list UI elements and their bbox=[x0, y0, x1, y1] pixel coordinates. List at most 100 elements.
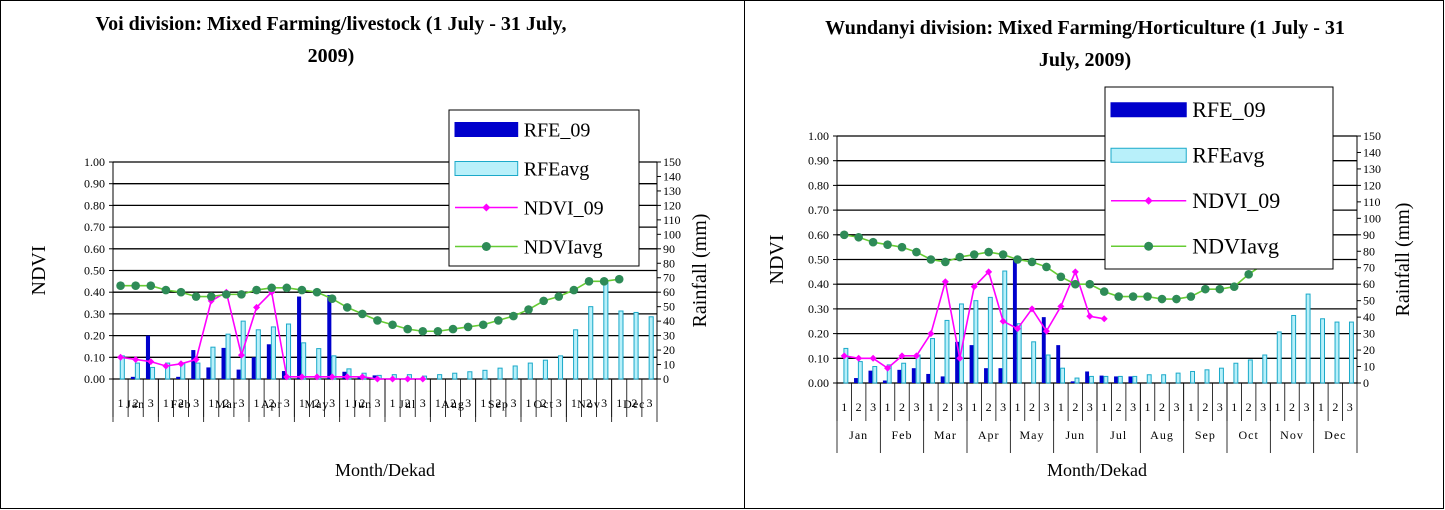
rfeavg-bar bbox=[497, 367, 503, 380]
rfe09-bar bbox=[236, 369, 241, 379]
ndvi-tick-label: 0.10 bbox=[808, 351, 829, 365]
rfeavg-bar bbox=[1002, 270, 1008, 384]
ndvi09-point bbox=[985, 268, 993, 276]
ndviavg-point bbox=[418, 326, 428, 336]
rfeavg-bar bbox=[588, 306, 594, 380]
dekad-label: 2 bbox=[450, 396, 456, 410]
ndvi-tick-label: 0.90 bbox=[808, 154, 829, 168]
ndvi09-point bbox=[298, 373, 306, 381]
rfeavg-bar bbox=[1276, 331, 1282, 384]
rfeavg-bar bbox=[542, 359, 548, 380]
dekad-label: 2 bbox=[314, 396, 320, 410]
rfeavg-bar bbox=[210, 346, 216, 380]
rfe09-bar bbox=[882, 380, 887, 383]
rfeavg-bar bbox=[512, 365, 518, 380]
ndviavg-point bbox=[267, 283, 276, 293]
dekad-label: 3 bbox=[284, 396, 290, 410]
ndvi-tick-label: 0.40 bbox=[84, 285, 105, 299]
ndvi-tick-label: 0.00 bbox=[84, 372, 105, 386]
ndviavg-line bbox=[120, 278, 620, 333]
rfeavg-bar bbox=[1218, 367, 1224, 384]
ndviavg-point bbox=[1099, 287, 1109, 296]
ndvi09-point bbox=[840, 352, 848, 360]
ndvi-tick-label: 0.10 bbox=[84, 350, 105, 364]
rfe09-bar bbox=[1128, 376, 1133, 383]
ndvi09-point bbox=[970, 283, 978, 291]
rfe09-bar bbox=[130, 376, 135, 379]
ndviavg-point bbox=[868, 237, 878, 247]
rfeavg-bar bbox=[1132, 375, 1138, 384]
dekad-label: 3 bbox=[1130, 400, 1136, 414]
dekad-label: 1 bbox=[571, 396, 577, 410]
legend-label: RFE_09 bbox=[1192, 97, 1265, 122]
rainfall-tick-label: 10 bbox=[663, 358, 675, 372]
ndvi09-point bbox=[1014, 325, 1022, 333]
rfeavg-bar bbox=[1074, 377, 1080, 384]
ndviavg-point bbox=[1085, 279, 1095, 289]
dekad-label: 3 bbox=[1173, 400, 1179, 414]
dekad-label: 2 bbox=[1116, 400, 1122, 414]
dekad-label: 3 bbox=[1303, 400, 1309, 414]
dekad-label: 3 bbox=[1043, 400, 1049, 414]
legend-swatch-rfeavg bbox=[454, 161, 519, 176]
ndviavg-point bbox=[297, 285, 307, 295]
ndviavg-point bbox=[1027, 257, 1037, 267]
ndviavg-point bbox=[176, 287, 186, 297]
rainfall-tick-label: 20 bbox=[663, 343, 675, 357]
ndviavg-point bbox=[599, 277, 609, 286]
rfeavg-bar bbox=[1320, 318, 1325, 384]
dekad-label: 3 bbox=[420, 396, 426, 410]
ndviavg-point bbox=[1201, 284, 1210, 294]
dekad-label: 2 bbox=[541, 396, 547, 410]
ndvi-tick-label: 0.30 bbox=[808, 302, 829, 316]
rainfall-tick-label: 40 bbox=[1363, 310, 1375, 324]
ndviavg-point bbox=[116, 281, 125, 290]
month-label: Aug bbox=[441, 397, 465, 411]
ndviavg-point bbox=[883, 240, 892, 249]
month-label: Mar bbox=[934, 428, 957, 442]
month-label: Aug bbox=[1150, 428, 1174, 442]
rainfall-tick-label: 20 bbox=[1363, 343, 1375, 357]
legend-marker bbox=[1144, 241, 1154, 251]
rfeavg-bar bbox=[437, 374, 443, 380]
rainfall-axis-title: Rainfall (mm) bbox=[689, 214, 711, 328]
rainfall-tick-label: 60 bbox=[663, 285, 675, 299]
ndviavg-point bbox=[524, 305, 533, 314]
rfe09-bar bbox=[266, 344, 271, 379]
ndvi-tick-label: 1.00 bbox=[808, 129, 829, 143]
chart-svg: 0.00 0.10 0.20 0.30 0.40 0.50 0.60 0.70 0.80 0.90… bbox=[28, 109, 711, 480]
dekad-label: 1 bbox=[1275, 400, 1281, 414]
ndviavg-point bbox=[1229, 282, 1239, 291]
dekad-label: 2 bbox=[495, 396, 501, 410]
month-label: Jan bbox=[126, 397, 145, 411]
rfeavg-bar bbox=[482, 369, 488, 380]
dekad-label: 2 bbox=[1159, 400, 1165, 414]
ndvi09-point bbox=[283, 373, 291, 381]
month-label: Jun bbox=[1065, 428, 1085, 442]
ndvi09-point bbox=[343, 373, 351, 381]
ndvi-tick-label: 1.00 bbox=[84, 155, 105, 169]
dekad-label: 3 bbox=[329, 396, 335, 410]
rfeavg-bar bbox=[225, 333, 231, 380]
dekad-label: 2 bbox=[1332, 400, 1338, 414]
ndvi-tick-label: 0.60 bbox=[84, 242, 105, 256]
rfe09-bar bbox=[206, 367, 211, 379]
dekad-label: 3 bbox=[913, 400, 919, 414]
rainfall-tick-label: 30 bbox=[663, 329, 675, 343]
month-label: Jan bbox=[849, 428, 868, 442]
rainfall-tick-label: 120 bbox=[1363, 178, 1381, 192]
rfeavg-bar bbox=[1334, 321, 1340, 384]
month-label: Feb bbox=[171, 397, 192, 411]
ndvi09-point bbox=[999, 317, 1007, 325]
rfe09-bar bbox=[221, 347, 226, 379]
month-label: Jul bbox=[1110, 428, 1127, 442]
ndviavg-point bbox=[237, 290, 246, 299]
legend-marker bbox=[481, 242, 491, 251]
rainfall-tick-label: 10 bbox=[1363, 360, 1375, 374]
rfeavg-bar bbox=[1190, 370, 1196, 384]
month-label: Apr bbox=[261, 397, 283, 411]
dekad-label: 1 bbox=[616, 396, 622, 410]
rfeavg-bar bbox=[331, 355, 337, 380]
rfeavg-bar bbox=[973, 300, 979, 384]
ndviavg-point bbox=[146, 281, 156, 290]
